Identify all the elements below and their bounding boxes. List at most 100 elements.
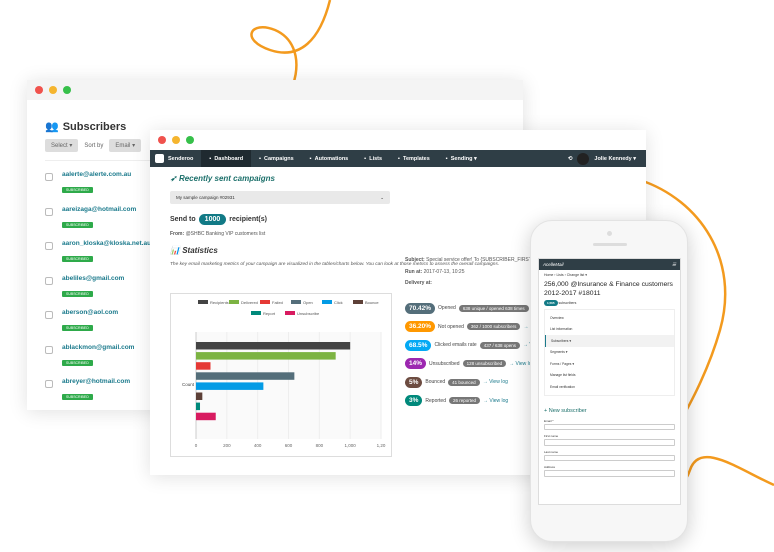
legend-swatch <box>260 300 270 304</box>
phone-menu-item[interactable]: List information <box>550 327 573 332</box>
campaign-bar-chart: 0 200 400 600 800 1,000 1,20 Count Recipients Del… <box>170 293 392 457</box>
phone-menu-item[interactable]: Overview <box>550 315 564 320</box>
nav-automations[interactable]: ▪ Automations <box>309 155 349 162</box>
window-controls <box>27 80 523 100</box>
phone-menu-item[interactable]: Forms / Pages ▾ <box>550 361 575 366</box>
legend-swatch <box>291 300 301 304</box>
stat-row: 68.5% Clicked emails rate 437 / 638 opens →… <box>405 336 533 355</box>
nav-campaigns[interactable]: ▪ Campaigns <box>259 155 294 162</box>
row-checkbox[interactable] <box>45 173 53 181</box>
sort-field-dropdown[interactable]: Email ▾ <box>109 139 142 152</box>
user-menu[interactable]: ⟲ Jolie Kennedy ▾ <box>567 152 646 165</box>
bar-delivered <box>196 352 336 360</box>
nav-icon: ▪ <box>259 155 262 162</box>
x-tick-label: 200 <box>223 443 231 448</box>
menu-icon[interactable]: ☰ <box>671 261 676 267</box>
mobile-screen: AcelleMail ☰ Home › Lists › Change list ▾… <box>538 258 681 505</box>
stat-row: 5% Bounced 41 bounced → View log <box>405 373 533 392</box>
nav-sending[interactable]: ▪ Sending ▾ <box>445 155 477 162</box>
subscriber-email[interactable]: aalerte@alerte.com.au <box>62 171 132 178</box>
row-checkbox[interactable] <box>45 380 53 388</box>
window-controls <box>150 130 646 150</box>
campaign-select[interactable]: My sample campaign #02931 ⌄ <box>170 191 390 204</box>
recent-campaigns-heading: ➶ Recently sent campaigns <box>170 174 275 183</box>
subscriber-row: aalerte@alerte.com.au SUBSCRIBED <box>45 161 505 196</box>
field-label: Email * <box>544 418 554 423</box>
field-input[interactable] <box>544 423 675 430</box>
y-axis-label: Count <box>182 382 195 387</box>
brand-logo[interactable]: Senderoo <box>150 154 201 163</box>
status-badge: SUBSCRIBED <box>62 325 93 331</box>
from-line: From: @SHBC Banking VIP customers list <box>170 231 266 237</box>
subscriber-row: ablackmon@gmail.com SUBSCRIBED <box>45 334 505 369</box>
view-log-link[interactable]: → V <box>522 342 533 349</box>
stat-row: 70.42% Opened 638 unique / opened 638 time… <box>405 299 533 318</box>
legend-label: Failed <box>272 300 283 305</box>
subscriber-email[interactable]: abreyer@hotmail.com <box>62 378 131 385</box>
row-checkbox[interactable] <box>45 242 53 250</box>
subscriber-email[interactable]: ablackmon@gmail.com <box>62 343 135 351</box>
legend-label: Delivered <box>241 300 258 305</box>
field-label: Last name <box>544 449 559 454</box>
mobile-phone-mockup: AcelleMail ☰ Home › Lists › Change list ▾… <box>530 220 688 542</box>
nav-icon: ▪ <box>309 155 312 162</box>
statistics-heading: 📊 Statistics <box>170 246 218 255</box>
history-icon: ⟲ <box>567 155 573 162</box>
stat-row: 3% Reported 26 reported → View log <box>405 392 533 411</box>
legend-swatch <box>322 300 332 304</box>
send-to: Send to 1000 recipient(s) <box>170 214 267 225</box>
phone-menu-item[interactable]: Subscribers ▾ <box>545 335 674 347</box>
row-checkbox[interactable] <box>45 207 53 216</box>
stat-row: 14% Unsubscribed 128 unsubscribed → View lo <box>405 355 533 374</box>
users-icon: 👥 <box>45 121 59 133</box>
nav-templates[interactable]: ▪ Templates <box>398 155 430 162</box>
phone-menu-item[interactable]: Email verification <box>550 384 575 389</box>
subscribers-title: Subscribers <box>62 120 127 133</box>
subscriber-email[interactable]: abeliles@gmail.com <box>62 274 125 282</box>
bar-click <box>196 382 264 390</box>
bar-unsubscribe <box>196 412 216 421</box>
subscriber-email[interactable]: aaron_kloska@kloska.net.au <box>62 240 152 247</box>
nav-icon: ▪ <box>445 155 448 162</box>
nav-dashboard[interactable]: ▪ Dashboard <box>201 150 252 167</box>
legend-swatch <box>251 311 261 315</box>
subscriber-email[interactable]: aberson@aol.com <box>62 309 119 316</box>
status-badge: SUBSCRIBED <box>62 256 93 262</box>
row-checkbox[interactable] <box>45 345 53 354</box>
status-badge: SUBSCRIBED <box>62 359 93 366</box>
bar-open <box>196 372 295 380</box>
legend-label: Click <box>334 300 343 305</box>
x-tick-label: 1,20 <box>377 443 386 448</box>
legend-swatch <box>353 300 363 304</box>
view-log-link[interactable]: → <box>523 323 529 330</box>
view-log-link[interactable]: → View log <box>482 379 508 386</box>
status-badge: SUBSCRIBED <box>62 187 93 193</box>
field-input[interactable] <box>544 470 675 477</box>
subscriber-row: abeliles@gmail.com SUBSCRIBED <box>45 265 505 300</box>
field-label: First name <box>544 434 559 438</box>
nav-lists[interactable]: ▪ Lists <box>364 155 383 162</box>
x-tick-label: 800 <box>316 443 324 448</box>
phone-menu-item[interactable]: Manage list fields <box>550 373 576 378</box>
field-input[interactable] <box>544 454 675 461</box>
legend-label: Open <box>303 300 313 305</box>
sort-by-label: Sort by <box>84 142 104 149</box>
row-checkbox[interactable] <box>45 311 53 319</box>
row-checkbox[interactable] <box>45 276 53 285</box>
subscriber-email[interactable]: aareizaga@hotmail.com <box>62 205 137 213</box>
view-log-link[interactable]: → View lo <box>509 360 532 367</box>
status-badge: SUBSCRIBED <box>62 290 93 297</box>
stat-row: 36.20% Not opened 362 / 1000 subscribers → <box>405 318 533 337</box>
view-log-link[interactable]: → View log <box>483 397 509 404</box>
phone-menu-item[interactable]: Segments ▾ <box>550 350 568 355</box>
new-subscriber-heading: + New subscriber <box>544 407 587 414</box>
statistics-list: 70.42% Opened 638 unique / opened 638 time… <box>405 299 533 410</box>
chevron-down-icon: ⌄ <box>380 194 384 200</box>
field-input[interactable] <box>544 439 675 446</box>
nav-icon: ▪ <box>209 155 212 162</box>
select-dropdown[interactable]: Select ▾ <box>45 139 79 152</box>
status-badge: SUBSCRIBED <box>62 394 93 400</box>
field-label: Address <box>544 465 556 469</box>
top-nav: Senderoo ▪ Dashboard ▪ Campaigns ▪ Automation… <box>150 150 646 167</box>
legend-label: Unsubscribe <box>297 311 320 316</box>
